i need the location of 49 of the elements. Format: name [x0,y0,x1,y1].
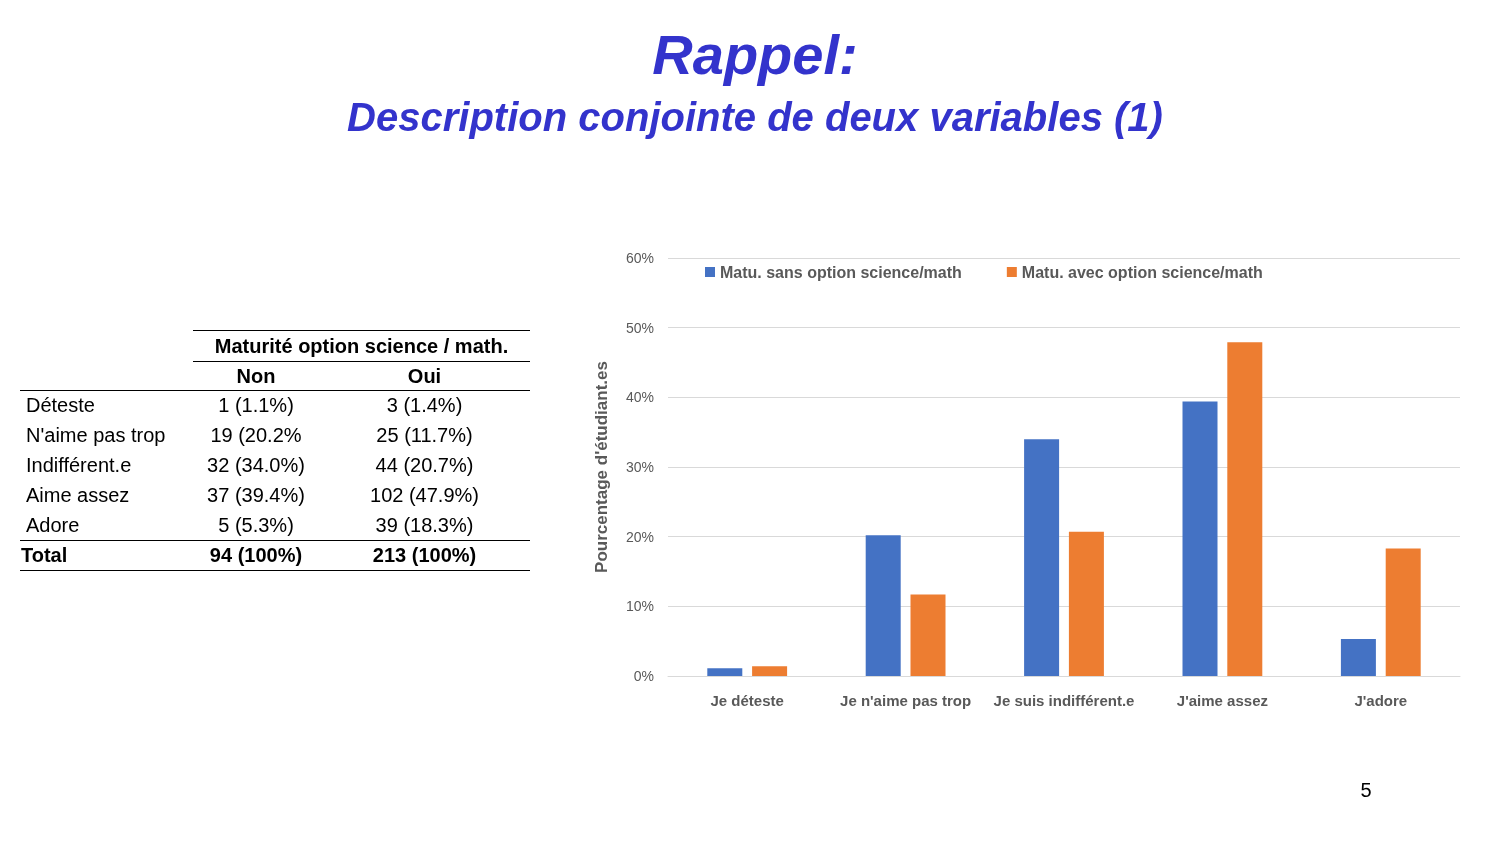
bar [752,666,788,676]
text: Adore [25,512,81,538]
text: Indifférent.e [25,453,133,478]
text: Non [193,361,319,391]
text: 3 (1.4%) [385,393,464,419]
x-tick-label: Je suis indifférent.e [993,692,1135,709]
legend-label: Matu. sans option science/math [720,263,962,281]
bar [1068,531,1104,676]
y-tick-label: 30% [625,459,654,475]
bar [1227,342,1263,676]
x-tick-label: Je déteste [710,692,784,709]
text: Aime assez [25,483,131,508]
text: 19 (20.2% [209,423,303,448]
y-tick-label: 10% [625,598,654,615]
text: 5 (5.3%) [217,512,295,538]
text: Déteste [25,393,96,419]
y-tick-label: 20% [625,528,654,545]
bar [910,594,946,676]
text: 102 (47.9%) [369,483,480,508]
text: 37 (39.4%) [206,483,306,508]
text: 5 [1359,778,1373,802]
bar [1182,401,1218,676]
text: 94 (100%) [193,540,319,571]
text: 44 (20.7%) [374,453,475,478]
text: 213 (100%) [319,540,531,571]
y-axis-title: Pourcentage d'étudiant.es [592,361,611,573]
y-tick-label: 0% [633,668,654,684]
y-tick-label: 40% [625,389,654,406]
text: N'aime pas trop [25,423,167,448]
x-tick-label: J'aime assez [1176,692,1268,709]
bar [1385,548,1421,676]
y-tick-label: 60% [625,250,654,266]
chart-title: Rappel: [651,22,859,88]
x-tick-label: J'adore [1354,692,1408,709]
bar [865,535,901,676]
text: 1 (1.1%) [217,393,295,419]
chart-subtitle: Description conjointe de deux variables (1) [346,94,1164,141]
bar [707,668,743,676]
x-tick-label: Je n'aime pas trop [840,692,972,709]
text: 39 (18.3%) [374,512,475,538]
bar [1340,639,1376,676]
bar [1024,439,1060,676]
legend-label: Matu. avec option science/math [1021,263,1263,281]
text: Oui [319,361,531,391]
text: 32 (34.0%) [206,453,306,478]
text: Total [20,540,193,571]
y-tick-label: 50% [625,319,654,336]
text: Maturité option science / math. [193,330,531,362]
text: 25 (11.7%) [375,423,474,448]
